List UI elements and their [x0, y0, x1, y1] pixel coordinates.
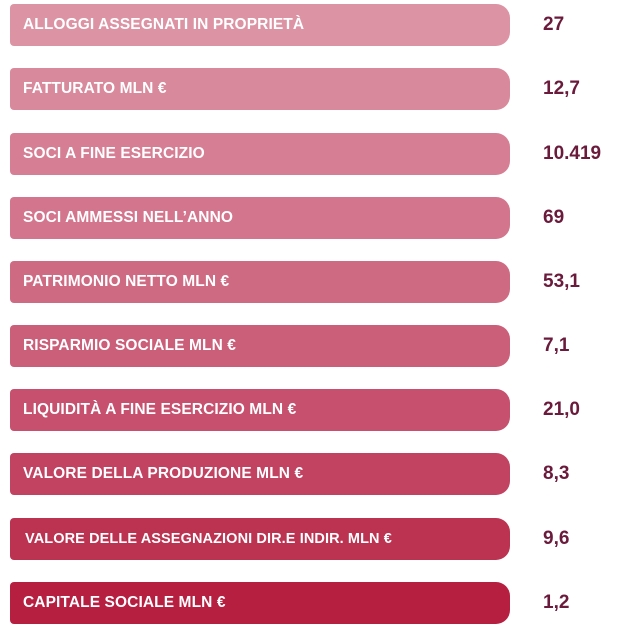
stat-bar: VALORE DELLA PRODUZIONE MLN €	[10, 453, 510, 495]
stat-value: 27	[543, 14, 565, 35]
stat-bar: SOCI A FINE ESERCIZIO	[10, 133, 510, 175]
stat-label: PATRIMONIO NETTO MLN €	[23, 273, 230, 290]
stat-row-liquidita: LIQUIDITÀ A FINE ESERCIZIO MLN € 21,0	[10, 389, 623, 431]
stat-value: 10.419	[543, 143, 602, 164]
stat-value: 69	[543, 207, 565, 228]
stat-bar: RISPARMIO SOCIALE MLN €	[10, 325, 510, 367]
stat-value: 12,7	[543, 78, 580, 99]
stat-value: 7,1	[543, 335, 570, 356]
stat-bar: ALLOGGI ASSEGNATI IN PROPRIETÀ	[10, 4, 510, 46]
stat-row-capitale-sociale: CAPITALE SOCIALE MLN € 1,2	[10, 582, 623, 624]
stat-row-alloggi: ALLOGGI ASSEGNATI IN PROPRIETÀ 27	[10, 4, 623, 46]
stat-label: CAPITALE SOCIALE MLN €	[23, 594, 226, 611]
stat-label: SOCI A FINE ESERCIZIO	[23, 145, 205, 162]
stat-value: 9,6	[543, 528, 570, 549]
stat-bar: CAPITALE SOCIALE MLN €	[10, 582, 510, 624]
stat-label: VALORE DELLE ASSEGNAZIONI DIR.E INDIR. M…	[25, 531, 392, 547]
stat-row-risparmio-sociale: RISPARMIO SOCIALE MLN € 7,1	[10, 325, 623, 367]
stat-bar: FATTURATO MLN €	[10, 68, 510, 110]
stat-row-valore-produzione: VALORE DELLA PRODUZIONE MLN € 8,3	[10, 453, 623, 495]
stat-label: ALLOGGI ASSEGNATI IN PROPRIETÀ	[23, 16, 305, 33]
stat-row-valore-assegnazioni: VALORE DELLE ASSEGNAZIONI DIR.E INDIR. M…	[10, 518, 623, 560]
stat-bar: PATRIMONIO NETTO MLN €	[10, 261, 510, 303]
stat-row-patrimonio-netto: PATRIMONIO NETTO MLN € 53,1	[10, 261, 623, 303]
stat-label: SOCI AMMESSI NELL’ANNO	[23, 209, 234, 226]
stat-label: RISPARMIO SOCIALE MLN €	[23, 337, 236, 354]
stat-row-fatturato: FATTURATO MLN € 12,7	[10, 68, 623, 110]
stat-row-soci-fine-esercizio: SOCI A FINE ESERCIZIO 10.419	[10, 133, 623, 175]
stat-bar: LIQUIDITÀ A FINE ESERCIZIO MLN €	[10, 389, 510, 431]
stat-label: FATTURATO MLN €	[23, 80, 167, 97]
stat-value: 8,3	[543, 463, 570, 484]
stat-value: 53,1	[543, 271, 580, 292]
stat-value: 21,0	[543, 399, 580, 420]
stat-value: 1,2	[543, 592, 570, 613]
stat-label: VALORE DELLA PRODUZIONE MLN €	[23, 465, 304, 482]
stat-bar: VALORE DELLE ASSEGNAZIONI DIR.E INDIR. M…	[10, 518, 510, 560]
stat-bar: SOCI AMMESSI NELL’ANNO	[10, 197, 510, 239]
stat-label: LIQUIDITÀ A FINE ESERCIZIO MLN €	[23, 401, 297, 418]
stat-row-soci-ammessi: SOCI AMMESSI NELL’ANNO 69	[10, 197, 623, 239]
